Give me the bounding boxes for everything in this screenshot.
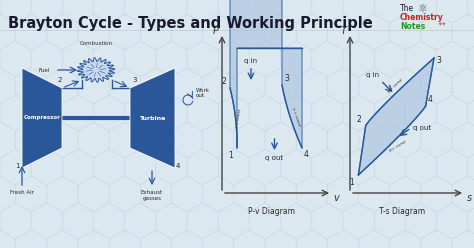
Text: 1: 1 — [16, 163, 20, 169]
Text: Combustion: Combustion — [80, 41, 112, 46]
Text: 1: 1 — [228, 151, 233, 160]
Polygon shape — [358, 58, 434, 175]
Text: T: T — [341, 26, 347, 36]
Text: q out: q out — [265, 155, 283, 161]
Text: 3: 3 — [284, 74, 289, 83]
Polygon shape — [22, 68, 62, 168]
Text: Chemistry: Chemistry — [400, 13, 444, 22]
Text: 3: 3 — [436, 56, 441, 65]
Text: Work
out: Work out — [196, 88, 210, 98]
Text: 2: 2 — [221, 77, 226, 86]
Text: P: P — [213, 26, 219, 36]
Text: T-s Diagram: T-s Diagram — [380, 207, 426, 216]
Text: q in: q in — [245, 58, 257, 64]
Text: Fresh Air: Fresh Air — [10, 190, 34, 195]
Text: q in: q in — [365, 72, 379, 78]
Text: Notes: Notes — [400, 22, 425, 31]
Text: 3: 3 — [132, 77, 137, 83]
Text: 1: 1 — [350, 178, 355, 187]
Text: Fuel: Fuel — [39, 67, 50, 72]
Text: The: The — [400, 4, 414, 13]
Text: Brayton Cycle - Types and Working Principle: Brayton Cycle - Types and Working Princi… — [8, 16, 373, 31]
Text: 2: 2 — [58, 77, 62, 83]
Text: P-v Diagram: P-v Diagram — [248, 207, 295, 216]
Polygon shape — [77, 58, 115, 82]
Text: p = const: p = const — [388, 139, 407, 153]
Text: s = const: s = const — [236, 108, 243, 128]
Text: 4: 4 — [428, 95, 432, 104]
Text: v: v — [333, 193, 339, 203]
Text: ✦✦: ✦✦ — [438, 22, 447, 27]
Text: 2: 2 — [357, 115, 362, 124]
Polygon shape — [230, 0, 302, 148]
Text: q out: q out — [413, 125, 431, 131]
Polygon shape — [130, 68, 175, 168]
Text: p = const: p = const — [386, 78, 403, 94]
Text: ⚛: ⚛ — [418, 4, 428, 14]
Text: 4: 4 — [176, 163, 181, 169]
Text: s = const: s = const — [291, 107, 301, 126]
Text: s: s — [466, 193, 472, 203]
Text: Turbine: Turbine — [139, 116, 165, 121]
Text: 4: 4 — [304, 150, 309, 159]
Text: Exhaust
gasses: Exhaust gasses — [141, 190, 163, 201]
Text: Compressor: Compressor — [24, 116, 61, 121]
